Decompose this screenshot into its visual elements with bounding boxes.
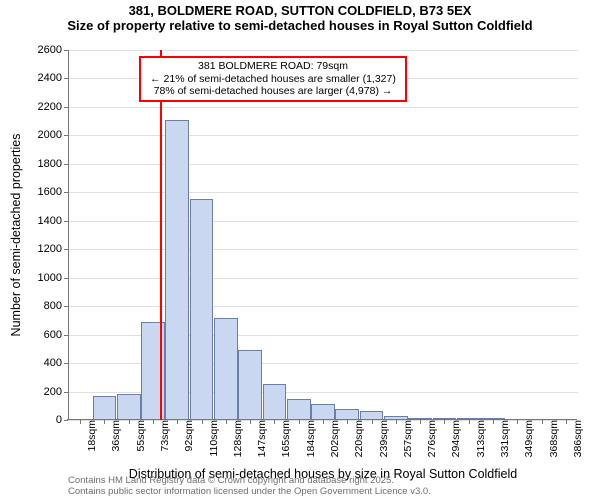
y-tick-label: 1600: [38, 186, 68, 198]
x-tick-label: 239sqm: [376, 420, 390, 457]
x-tick-mark: [202, 420, 203, 424]
x-tick-mark: [347, 420, 348, 424]
x-tick-mark: [80, 420, 81, 424]
y-tick-label: 1000: [38, 272, 68, 284]
x-tick-mark: [566, 420, 567, 424]
x-tick-mark: [104, 420, 105, 424]
title-block: 381, BOLDMERE ROAD, SUTTON COLDFIELD, B7…: [0, 4, 600, 34]
x-tick-mark: [177, 420, 178, 424]
x-tick-mark: [493, 420, 494, 424]
x-tick-mark: [153, 420, 154, 424]
x-tick-label: 349sqm: [521, 420, 535, 457]
x-tick-label: 331sqm: [497, 420, 511, 457]
x-tick-mark: [226, 420, 227, 424]
x-tick-mark: [396, 420, 397, 424]
x-tick-mark: [323, 420, 324, 424]
y-tick-label: 2400: [38, 72, 68, 84]
footer-line-2: Contains public sector information licen…: [68, 487, 431, 498]
x-tick-label: 55sqm: [133, 420, 147, 452]
x-tick-mark: [129, 420, 130, 424]
x-tick-label: 368sqm: [546, 420, 560, 457]
x-tick-label: 294sqm: [448, 420, 462, 457]
x-tick-label: 276sqm: [424, 420, 438, 457]
y-axis-label: Number of semi-detached properties: [9, 134, 23, 337]
histogram-bar: [263, 384, 287, 420]
x-tick-label: 128sqm: [230, 420, 244, 457]
y-tick-label: 1200: [38, 243, 68, 255]
x-tick-label: 257sqm: [400, 420, 414, 457]
y-tick-label: 2000: [38, 129, 68, 141]
histogram-bar: [117, 394, 141, 420]
y-tick-label: 2200: [38, 101, 68, 113]
histogram-bar: [214, 318, 238, 420]
callout-line-3: 78% of semi-detached houses are larger (…: [145, 85, 401, 98]
x-tick-label: 92sqm: [181, 420, 195, 452]
y-axis-line: [68, 50, 69, 420]
y-tick-label: 400: [44, 357, 68, 369]
x-tick-label: 110sqm: [206, 420, 220, 457]
y-tick-label: 600: [44, 329, 68, 341]
x-tick-mark: [274, 420, 275, 424]
callout-box: 381 BOLDMERE ROAD: 79sqm← 21% of semi-de…: [139, 56, 407, 102]
x-tick-label: 36sqm: [108, 420, 122, 452]
histogram-bar: [311, 404, 335, 420]
bars-layer: [68, 50, 578, 420]
x-tick-mark: [299, 420, 300, 424]
histogram-bar: [238, 350, 262, 420]
histogram-bar: [165, 120, 189, 420]
callout-line-1: 381 BOLDMERE ROAD: 79sqm: [145, 60, 401, 73]
chart-container: 381, BOLDMERE ROAD, SUTTON COLDFIELD, B7…: [0, 0, 600, 500]
x-tick-label: 220sqm: [351, 420, 365, 457]
x-tick-label: 313sqm: [473, 420, 487, 457]
x-tick-label: 147sqm: [254, 420, 268, 457]
x-tick-label: 165sqm: [278, 420, 292, 457]
y-tick-label: 0: [56, 414, 68, 426]
x-tick-label: 386sqm: [570, 420, 584, 457]
x-tick-label: 18sqm: [84, 420, 98, 452]
x-tick-mark: [444, 420, 445, 424]
x-tick-mark: [372, 420, 373, 424]
x-tick-mark: [542, 420, 543, 424]
y-tick-label: 800: [44, 300, 68, 312]
footer-attribution: Contains HM Land Registry data © Crown c…: [68, 476, 431, 498]
callout-line-2: ← 21% of semi-detached houses are smalle…: [145, 73, 401, 86]
histogram-bar: [93, 396, 117, 420]
y-tick-label: 1800: [38, 158, 68, 170]
y-tick-label: 1400: [38, 215, 68, 227]
reference-line: [160, 50, 162, 420]
x-tick-mark: [517, 420, 518, 424]
y-tick-label: 2600: [38, 44, 68, 56]
x-tick-mark: [469, 420, 470, 424]
histogram-bar: [287, 399, 311, 420]
x-tick-mark: [420, 420, 421, 424]
y-tick-label: 200: [44, 386, 68, 398]
x-tick-label: 202sqm: [327, 420, 341, 457]
x-tick-label: 73sqm: [157, 420, 171, 452]
plot-area: 0200400600800100012001400160018002000220…: [68, 50, 578, 420]
x-tick-label: 184sqm: [303, 420, 317, 457]
x-tick-mark: [250, 420, 251, 424]
chart-title: 381, BOLDMERE ROAD, SUTTON COLDFIELD, B7…: [0, 4, 600, 19]
histogram-bar: [190, 199, 214, 420]
chart-subtitle: Size of property relative to semi-detach…: [0, 19, 600, 34]
